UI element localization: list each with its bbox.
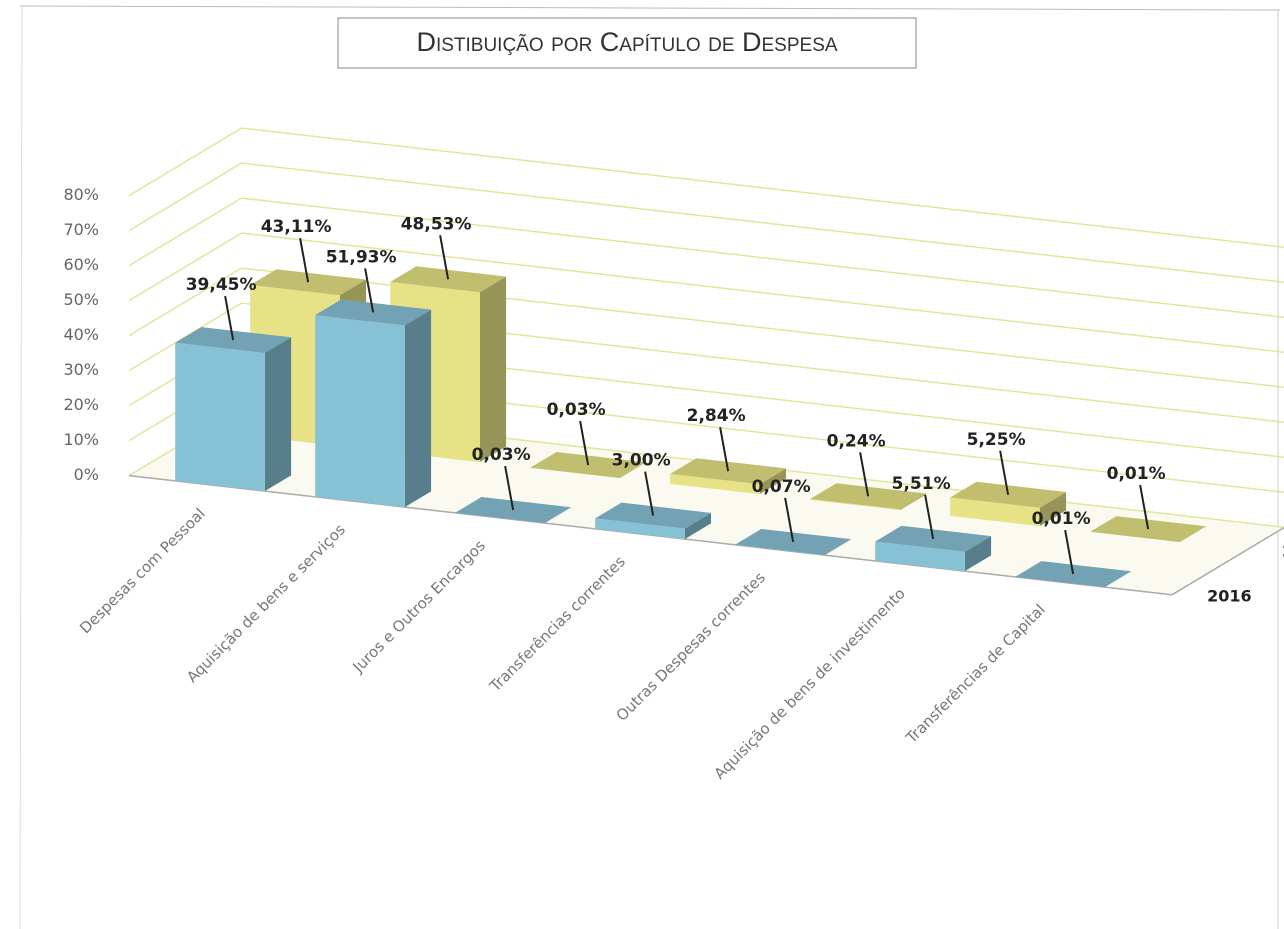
bar-front <box>175 342 265 492</box>
leader-line <box>579 420 590 466</box>
leader-line <box>224 295 235 341</box>
bar-top <box>950 481 1067 508</box>
data-label: 43,11% <box>261 217 332 237</box>
bar-top <box>670 458 786 485</box>
frame <box>19 5 1281 11</box>
bar-side <box>479 276 507 463</box>
data-label: 0,01% <box>1032 509 1091 529</box>
bar <box>810 483 927 511</box>
bar-front <box>735 544 825 556</box>
leader-line <box>784 497 795 543</box>
bar <box>1090 516 1207 543</box>
bar-front <box>950 497 1040 527</box>
bar-side <box>964 536 992 572</box>
bar-top <box>735 528 852 555</box>
y-tick-label: 50% <box>63 290 99 309</box>
bar-side <box>1104 571 1132 588</box>
series-label: 2017 <box>1282 541 1284 560</box>
grid-line <box>128 127 1284 248</box>
bar-side <box>899 493 927 511</box>
bar-front <box>875 541 965 572</box>
grid-line <box>128 302 1284 423</box>
leader-line <box>924 494 935 540</box>
grid-line <box>128 232 1284 353</box>
leader-line <box>859 452 870 497</box>
bar-side <box>759 468 786 495</box>
grid-line <box>128 267 1284 388</box>
bar-side <box>1039 492 1067 527</box>
data-label: 0,03% <box>472 445 531 465</box>
bar <box>735 528 852 556</box>
depth-axis <box>1171 526 1284 596</box>
data-label: 0,24% <box>827 431 886 451</box>
bar <box>670 458 786 495</box>
data-label: 0,01% <box>1107 464 1166 484</box>
bar-front <box>595 518 685 540</box>
bar-front <box>1090 531 1180 543</box>
data-label: 48,53% <box>401 214 472 234</box>
y-tick-label: 40% <box>63 325 99 344</box>
leader-line <box>504 465 515 511</box>
data-label: 5,25% <box>967 430 1026 450</box>
series-label: 2016 <box>1207 586 1252 605</box>
leader-line <box>999 450 1010 495</box>
leader-line <box>1064 529 1075 575</box>
bar <box>175 327 292 492</box>
bar-top <box>315 299 432 326</box>
title-box <box>337 17 917 69</box>
bar-front <box>315 315 405 508</box>
bar-front <box>530 467 620 479</box>
bar-side <box>544 507 571 524</box>
bar-side <box>264 337 292 492</box>
bar-top <box>1090 516 1207 543</box>
y-tick-label: 20% <box>63 395 99 414</box>
grid-line <box>128 162 1284 283</box>
data-label: 3,00% <box>612 451 671 471</box>
bar-front <box>670 473 760 495</box>
y-tick-label: 80% <box>63 185 99 204</box>
bar-side <box>824 539 852 556</box>
leader-line <box>1139 484 1150 530</box>
leader-line <box>364 268 375 313</box>
chart-title: Distibuição por Capítulo de Despesa <box>416 27 837 57</box>
bar-top <box>810 483 927 510</box>
y-tick-label: 60% <box>63 255 99 274</box>
bar-side <box>404 309 432 508</box>
data-label: 39,45% <box>186 275 257 295</box>
data-label: 0,07% <box>752 477 811 497</box>
leader-line <box>644 471 655 516</box>
leader-line <box>299 238 310 283</box>
bar-side <box>1179 526 1207 543</box>
y-tick-label: 30% <box>63 360 99 379</box>
bar <box>1015 561 1132 588</box>
bar-top <box>175 327 292 353</box>
bar-front <box>455 512 545 524</box>
y-tick-label: 70% <box>63 220 99 239</box>
bar-side <box>619 462 646 479</box>
data-label: 5,51% <box>892 474 951 494</box>
bar-top <box>390 266 507 293</box>
grid-line <box>128 197 1284 318</box>
bar-front <box>1015 576 1105 588</box>
bar <box>950 481 1067 527</box>
y-tick-label: 10% <box>63 430 99 449</box>
x-axis <box>128 474 1173 596</box>
leader-line <box>719 427 730 472</box>
data-label: 2,84% <box>687 406 746 426</box>
y-tick-label: 0% <box>74 465 99 484</box>
bar-front <box>810 499 900 511</box>
leader-line <box>439 235 450 280</box>
bar <box>315 299 432 508</box>
data-label: 51,93% <box>326 247 397 267</box>
bar-side <box>684 512 711 540</box>
frame <box>19 5 23 929</box>
data-label: 0,03% <box>547 400 606 420</box>
bar-top <box>1015 561 1132 588</box>
